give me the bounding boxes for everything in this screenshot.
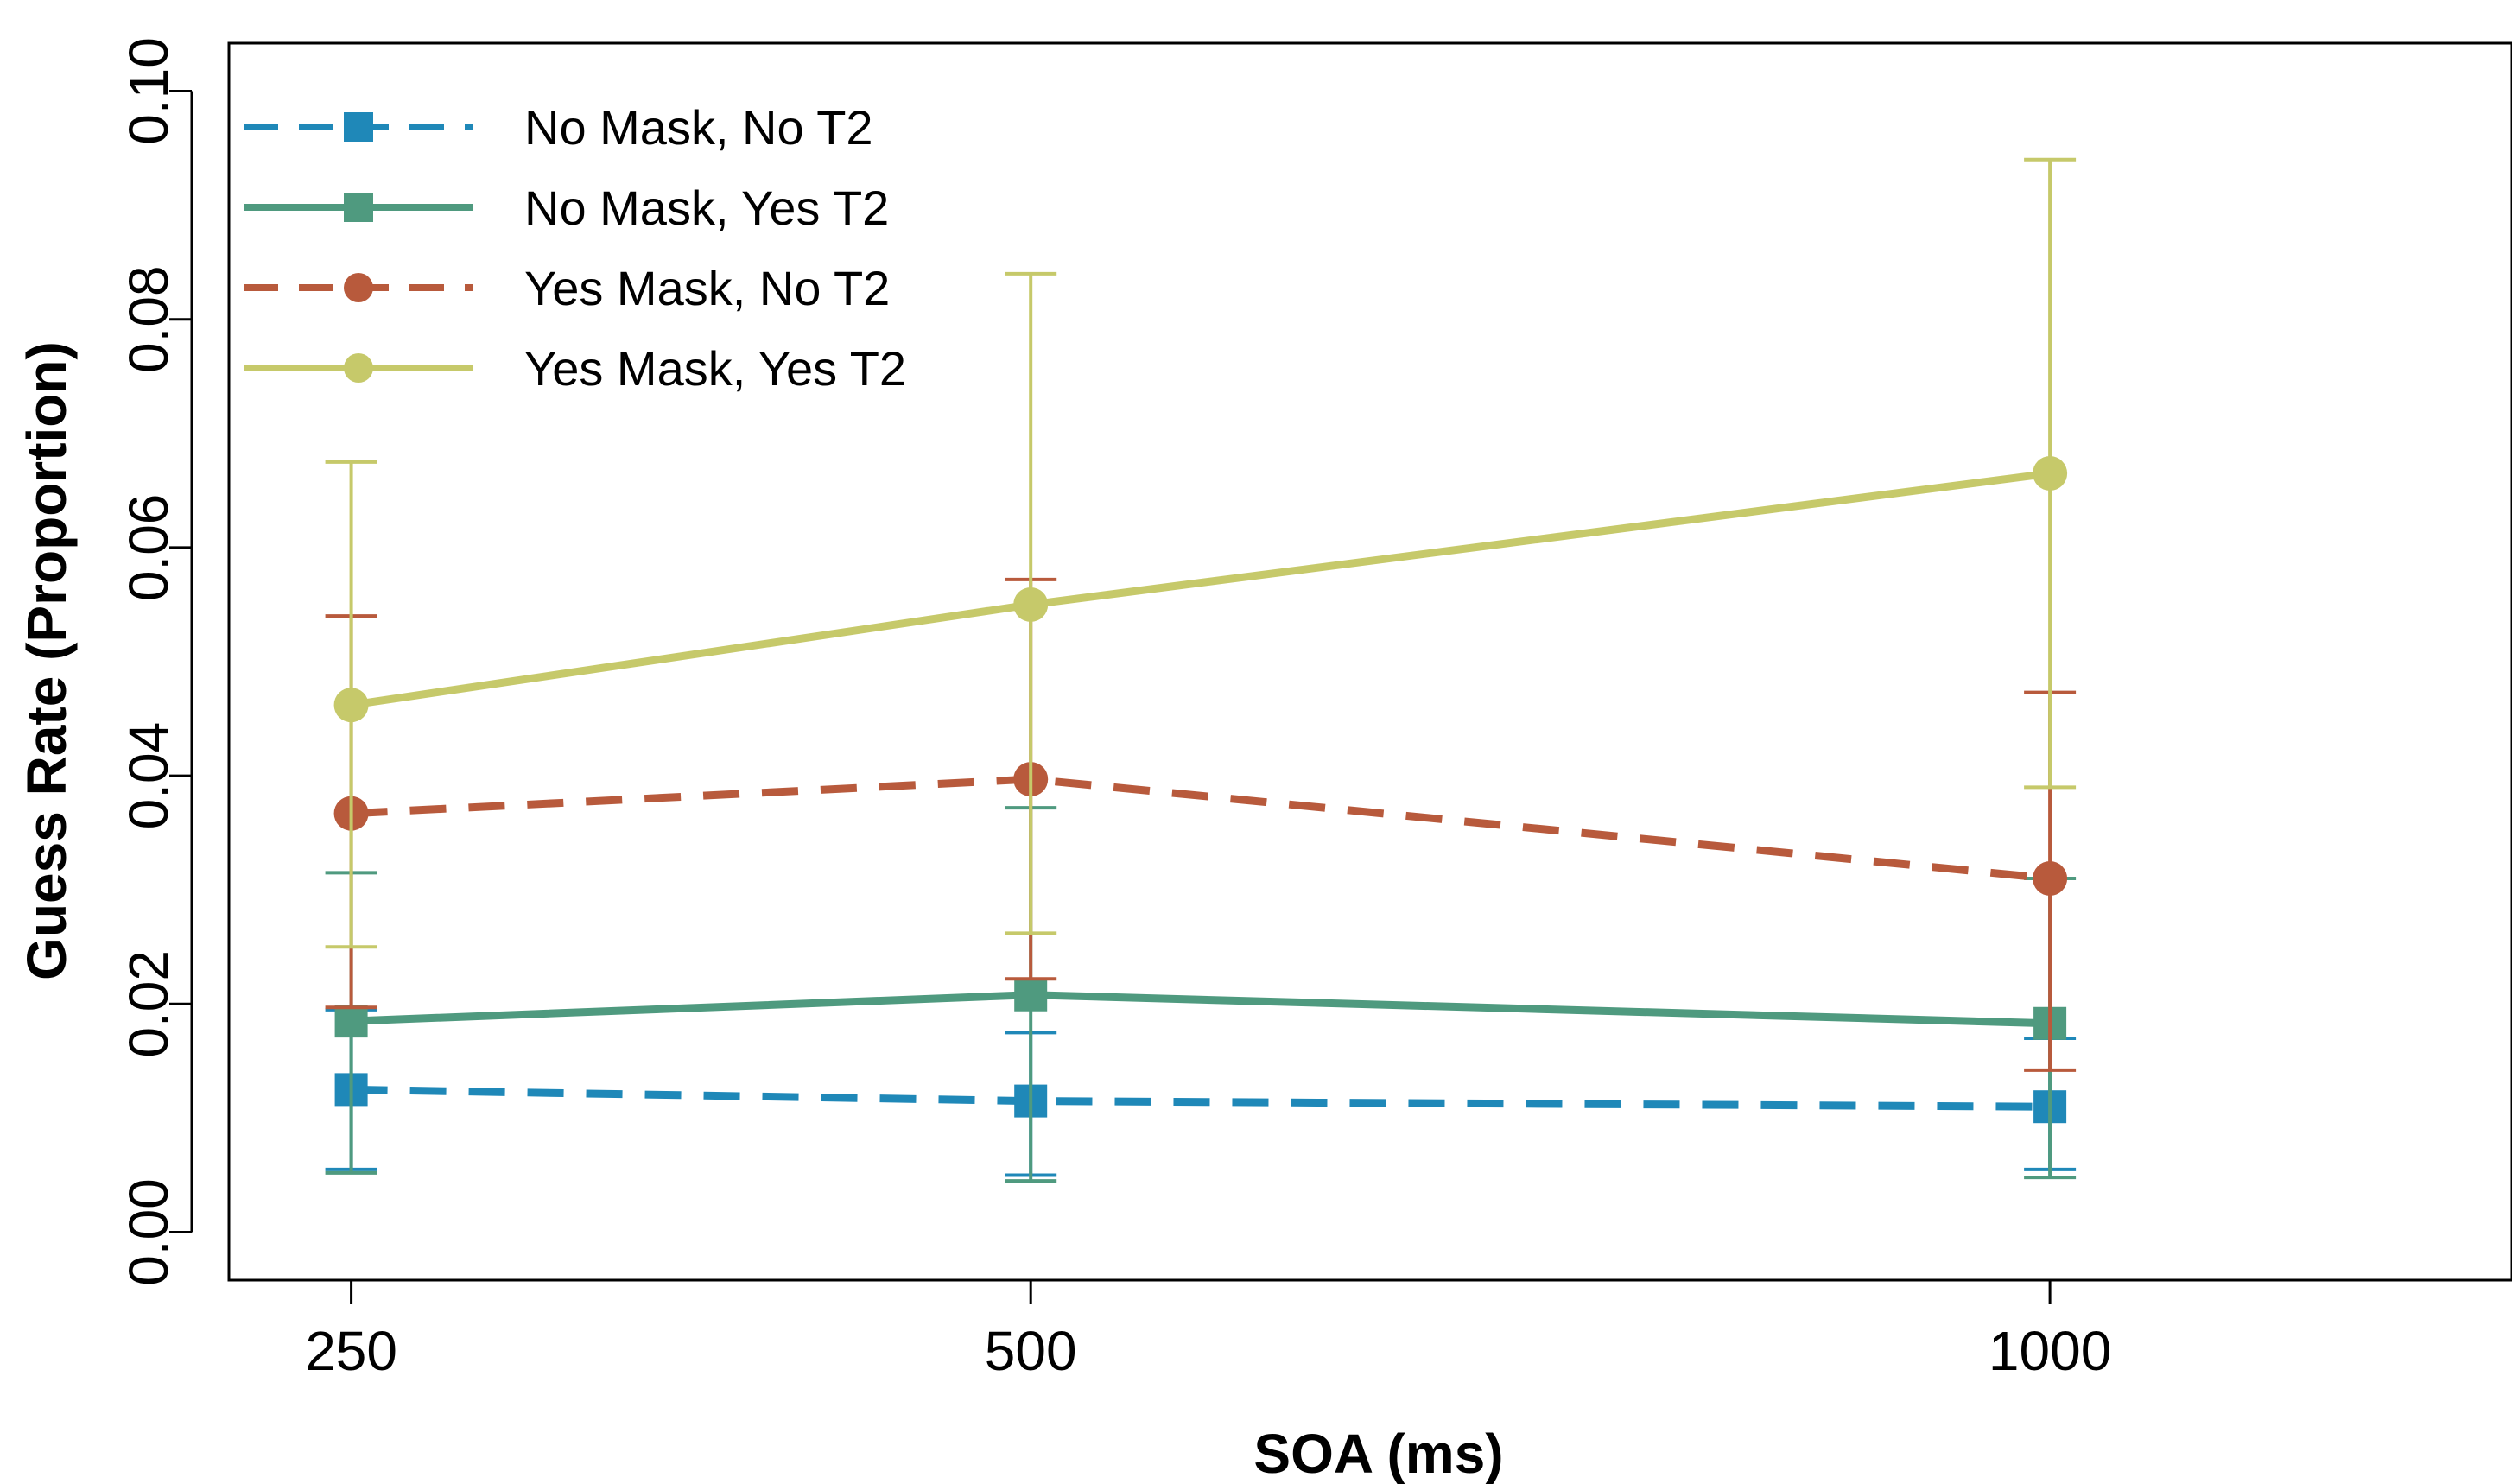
y-tick-label: 0.08 xyxy=(117,265,180,373)
x-tick-label: 500 xyxy=(985,1320,1077,1382)
series-line xyxy=(351,1085,2051,1111)
legend-swatch-marker xyxy=(344,353,373,383)
data-point xyxy=(334,1005,368,1038)
series-line xyxy=(351,775,2051,883)
x-axis: 250 500 1000 xyxy=(305,1278,2111,1382)
legend-label: No Mask, Yes T2 xyxy=(524,181,889,235)
legend-swatch-marker xyxy=(344,193,373,222)
legend-item: Yes Mask, No T2 xyxy=(244,261,890,315)
legend-label: Yes Mask, No T2 xyxy=(524,261,890,315)
y-tick-label: 0.00 xyxy=(117,1178,180,1286)
series-1 xyxy=(325,806,2077,1183)
series-3 xyxy=(325,157,2077,949)
series-0 xyxy=(325,1007,2077,1177)
series-line xyxy=(350,469,2051,709)
series-line xyxy=(351,991,2051,1028)
x-tick-label: 250 xyxy=(305,1320,397,1382)
y-axis-title: Guess Rate (Proportion) xyxy=(16,341,78,980)
legend: No Mask, No T2 No Mask, Yes T2 Yes Mask, N… xyxy=(244,100,906,396)
y-tick-label: 0.10 xyxy=(117,37,180,145)
legend-swatch-marker xyxy=(344,112,373,142)
legend-swatch-marker xyxy=(344,273,373,302)
series-layer xyxy=(325,157,2077,1183)
y-axis: 0.00 0.02 0.04 0.06 0.08 0.10 xyxy=(117,37,193,1286)
legend-label: No Mask, No T2 xyxy=(524,100,873,155)
legend-item: Yes Mask, Yes T2 xyxy=(244,341,906,396)
legend-label: Yes Mask, Yes T2 xyxy=(524,341,906,396)
data-point xyxy=(2033,456,2068,491)
data-point xyxy=(2033,860,2068,896)
data-point xyxy=(333,688,369,723)
data-point xyxy=(1013,587,1049,622)
y-tick-label: 0.06 xyxy=(117,494,180,602)
data-point xyxy=(1014,978,1048,1012)
legend-item: No Mask, Yes T2 xyxy=(244,181,889,235)
legend-item: No Mask, No T2 xyxy=(244,100,873,155)
y-tick-label: 0.02 xyxy=(117,950,180,1058)
x-axis-title: SOA (ms) xyxy=(1253,1423,1503,1484)
x-tick-label: 1000 xyxy=(1989,1320,2111,1382)
y-tick-label: 0.04 xyxy=(117,722,180,830)
